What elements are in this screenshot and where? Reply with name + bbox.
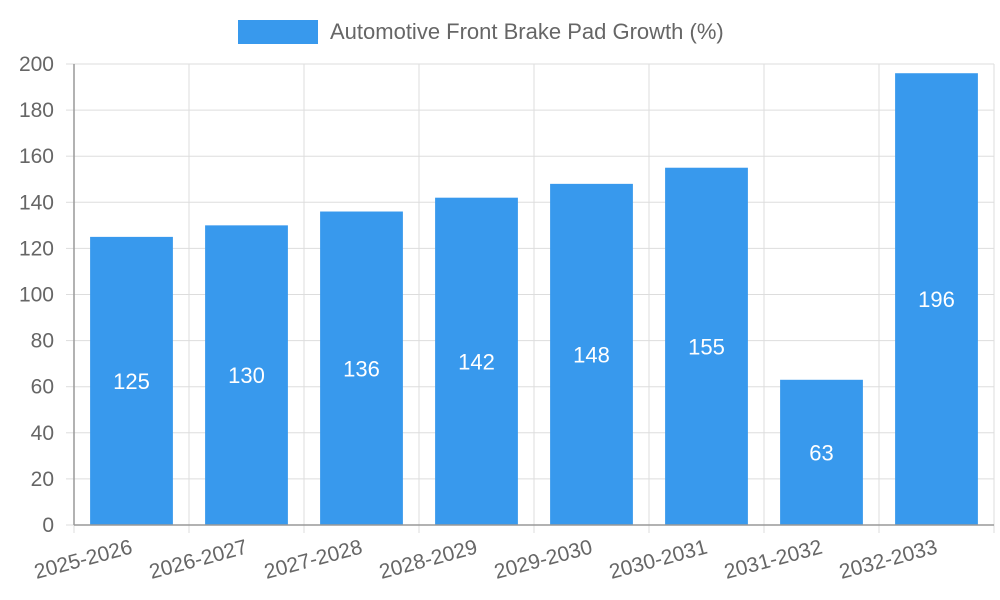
bar-2031-2032 — [780, 379, 863, 525]
x-tick-label: 2026-2027 — [147, 536, 250, 584]
legend: Automotive Front Brake Pad Growth (%) — [238, 18, 724, 46]
data-label-2026-2027: 130 — [228, 363, 265, 388]
bar-2032-2033 — [895, 73, 978, 525]
y-tick-label: 140 — [19, 191, 54, 214]
bar-2027-2028 — [320, 211, 403, 525]
x-tick-label: 2025-2026 — [32, 536, 135, 584]
y-tick-label: 200 — [19, 53, 54, 76]
x-tick-label: 2031-2032 — [722, 536, 825, 584]
bar-2026-2027 — [205, 225, 288, 525]
bar-2030-2031 — [665, 167, 748, 525]
bar-2028-2029 — [435, 197, 518, 525]
x-tick-label: 2029-2030 — [492, 536, 595, 584]
data-label-2030-2031: 155 — [688, 334, 725, 359]
data-label-2031-2032: 63 — [809, 440, 833, 465]
y-tick-label: 100 — [19, 284, 54, 307]
y-tick-label: 160 — [19, 145, 54, 168]
data-label-2025-2026: 125 — [113, 369, 150, 394]
data-label-2032-2033: 196 — [918, 287, 955, 312]
y-tick-label: 80 — [31, 330, 54, 353]
data-label-2028-2029: 142 — [458, 349, 495, 374]
y-tick-label: 40 — [31, 422, 54, 445]
bars — [90, 73, 978, 526]
x-tick-label: 2028-2029 — [377, 536, 480, 584]
y-tick-label: 120 — [19, 237, 54, 260]
x-tick-label: 2030-2031 — [607, 536, 710, 584]
bar-2029-2030 — [550, 183, 633, 526]
legend-swatch — [238, 20, 318, 44]
x-tick-label: 2027-2028 — [262, 536, 365, 584]
data-label-2029-2030: 148 — [573, 342, 610, 367]
x-tick-label: 2032-2033 — [837, 536, 940, 584]
data-label-2027-2028: 136 — [343, 356, 380, 381]
y-tick-label: 20 — [31, 468, 54, 491]
y-tick-label: 180 — [19, 99, 54, 122]
y-tick-label: 60 — [31, 376, 54, 399]
data-labels: 125 130 136 142 148 155 63 196 — [113, 287, 955, 465]
y-tick-label: 0 — [42, 514, 54, 537]
legend-label: Automotive Front Brake Pad Growth (%) — [330, 19, 724, 44]
bar-2025-2026 — [90, 236, 173, 525]
